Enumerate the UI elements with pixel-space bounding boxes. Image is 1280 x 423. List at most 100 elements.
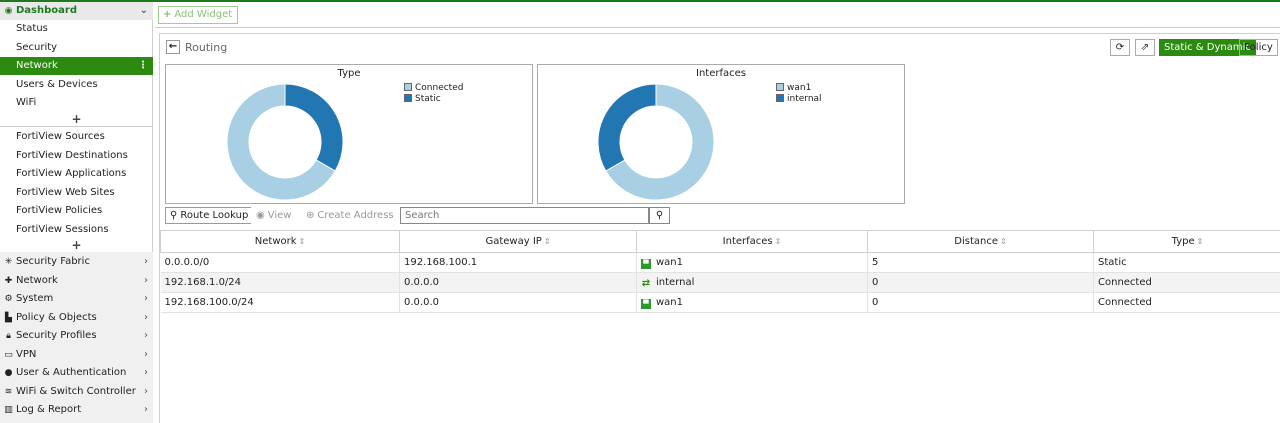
column-header-type[interactable]: Type ⇕: [1093, 230, 1280, 253]
chevron-right-icon: ›: [144, 311, 148, 323]
sidebar-item-label: Policy & Objects: [16, 311, 97, 323]
sidebar-item-policy-objects[interactable]: ▙ Policy & Objects ›: [0, 309, 153, 327]
legend-swatch: [404, 94, 412, 102]
user-icon: ●: [4, 368, 13, 378]
network-icon: ✚: [4, 275, 13, 286]
sidebar-item-label: FortiView Sessions: [16, 223, 109, 235]
interface-label: wan1: [656, 256, 684, 268]
interfaces-legend: wan1 internal: [776, 83, 822, 105]
column-header-distance[interactable]: Distance ⇕: [867, 230, 1094, 253]
donut-slice-wan1[interactable]: [605, 83, 715, 201]
table-header-row: Network ⇕ Gateway IP ⇕ Interfaces ⇕ Distanc…: [160, 230, 1280, 253]
sidebar: ◉ Dashboard ⌄ Status Security Network ⋮ …: [0, 2, 153, 423]
chevron-right-icon: ›: [144, 348, 148, 360]
sidebar-item-label: WiFi & Switch Controller: [16, 385, 136, 397]
sidebar-item-label: Status: [16, 23, 48, 34]
sidebar-item-dashboard[interactable]: ◉ Dashboard ⌄: [0, 2, 153, 20]
sidebar-item-user-authentication[interactable]: ● User & Authentication ›: [0, 364, 153, 382]
column-header-network[interactable]: Network ⇕: [160, 230, 400, 253]
donut-slice-static[interactable]: [284, 83, 344, 172]
add-fortiview-icon[interactable]: +: [71, 238, 82, 252]
create-address-button[interactable]: ⊕ Create Address: [301, 207, 399, 224]
more-vertical-icon[interactable]: ⋮: [138, 60, 148, 71]
eye-icon: ◉: [256, 210, 265, 221]
column-label: Network: [254, 236, 297, 247]
sidebar-item-network-dashboard[interactable]: Network ⋮: [0, 57, 153, 75]
routing-widget: ← Routing ⟳ ⇗ Static & Dynamic Policy Ty…: [159, 33, 1280, 423]
interface-label: internal: [656, 276, 695, 288]
column-header-interfaces[interactable]: Interfaces ⇕: [636, 230, 868, 253]
search-icon[interactable]: ⚲: [649, 207, 670, 224]
main-menu: [0, 252, 153, 423]
button-label: View: [267, 210, 292, 221]
sidebar-item-fortiview-web-sites[interactable]: FortiView Web Sites: [0, 184, 153, 202]
interfaces-donut: [597, 83, 715, 201]
sidebar-item-system[interactable]: ⚙ System ›: [0, 290, 153, 308]
sidebar-item-security-fabric[interactable]: ✳ Security Fabric ›: [0, 253, 153, 271]
legend-swatch: [776, 94, 784, 102]
view-button[interactable]: ◉ View: [251, 207, 297, 224]
dashboard-icon: ◉: [4, 6, 13, 16]
interface-label: wan1: [656, 296, 684, 308]
legend-item-static[interactable]: Static: [404, 94, 463, 105]
legend-item-internal[interactable]: internal: [776, 94, 822, 105]
cell-interface: ▀ wan1: [636, 252, 868, 273]
chart-title: Type: [337, 68, 361, 79]
cell-network: 192.168.100.0/24: [160, 292, 400, 313]
segment-static-dynamic[interactable]: Static & Dynamic: [1159, 39, 1256, 56]
legend-swatch: [776, 83, 784, 91]
sidebar-item-label: Network: [16, 60, 58, 71]
legend-item-connected[interactable]: Connected: [404, 83, 463, 94]
back-arrow-icon[interactable]: ←: [166, 40, 180, 54]
add-widget-button[interactable]: + Add Widget: [158, 6, 239, 24]
table-row[interactable]: 192.168.1.0/24 0.0.0.0 ⇄ internal 0 Conne…: [160, 272, 1280, 293]
sidebar-item-label: Dashboard: [16, 5, 77, 16]
sidebar-item-fortiview-sessions[interactable]: FortiView Sessions: [0, 221, 153, 239]
sidebar-item-security-profiles[interactable]: 🔒︎ Security Profiles ›: [0, 327, 153, 345]
legend-label: wan1: [787, 83, 812, 93]
segment-policy[interactable]: Policy: [1239, 39, 1278, 56]
sidebar-item-label: FortiView Web Sites: [16, 186, 115, 198]
sidebar-item-label: Network: [16, 274, 58, 286]
legend-item-wan1[interactable]: wan1: [776, 83, 822, 94]
switch-icon: ⇄: [641, 277, 651, 289]
donut-slice-internal[interactable]: [597, 83, 657, 172]
sidebar-item-label: FortiView Policies: [16, 205, 103, 216]
sidebar-item-fortiview-policies[interactable]: FortiView Policies: [0, 202, 153, 220]
sidebar-item-vpn[interactable]: ▭ VPN ›: [0, 346, 153, 364]
sidebar-item-wifi-switch[interactable]: ≋ WiFi & Switch Controller ›: [0, 383, 153, 401]
sidebar-item-label: Security Fabric: [16, 256, 90, 267]
donut-slice-connected[interactable]: [226, 83, 336, 201]
route-lookup-button[interactable]: ⚲ Route Lookup: [165, 207, 254, 224]
chevron-right-icon: ›: [144, 404, 148, 415]
add-dashboard-icon[interactable]: +: [71, 112, 82, 126]
widget-title: Routing: [185, 41, 228, 54]
chevron-right-icon: ›: [144, 274, 148, 286]
cell-type: Static: [1093, 252, 1280, 273]
sidebar-item-network[interactable]: ✚ Network ›: [0, 272, 153, 290]
column-header-gateway[interactable]: Gateway IP ⇕: [399, 230, 637, 253]
plus-icon: +: [163, 9, 172, 20]
sidebar-item-label: Security Profiles: [16, 330, 97, 341]
sidebar-item-label: Users & Devices: [16, 78, 98, 90]
legend-swatch: [404, 83, 412, 91]
refresh-icon[interactable]: ⟳: [1110, 39, 1130, 56]
external-link-icon[interactable]: ⇗: [1135, 39, 1155, 56]
sidebar-item-label: Security: [16, 41, 58, 53]
table-row[interactable]: 192.168.100.0/24 0.0.0.0 ▀ wan1 0 Connect…: [160, 292, 1280, 313]
sidebar-item-status[interactable]: Status: [0, 20, 153, 38]
chevron-right-icon: ›: [144, 330, 148, 341]
sort-icon: ⇕: [1196, 237, 1204, 246]
sidebar-item-fortiview-destinations[interactable]: FortiView Destinations: [0, 147, 153, 165]
top-accent-bar: [0, 0, 1280, 2]
table-row[interactable]: 0.0.0.0/0 192.168.100.1 ▀ wan1 5 Static: [160, 252, 1280, 273]
search-input[interactable]: [400, 207, 649, 224]
sidebar-item-security[interactable]: Security: [0, 39, 153, 57]
sidebar-item-log-report[interactable]: ▥ Log & Report ›: [0, 401, 153, 419]
cell-type: Connected: [1093, 292, 1280, 313]
sidebar-item-wifi[interactable]: WiFi: [0, 94, 153, 112]
sidebar-item-users-devices[interactable]: Users & Devices: [0, 76, 153, 94]
chevron-right-icon: ›: [144, 367, 148, 378]
sidebar-item-fortiview-sources[interactable]: FortiView Sources: [0, 128, 153, 146]
sidebar-item-fortiview-applications[interactable]: FortiView Applications: [0, 165, 153, 183]
